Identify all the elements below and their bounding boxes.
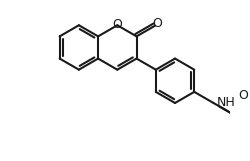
Text: O: O [238,89,248,102]
Text: O: O [152,17,162,30]
Text: NH: NH [216,96,235,109]
Text: O: O [112,18,122,31]
